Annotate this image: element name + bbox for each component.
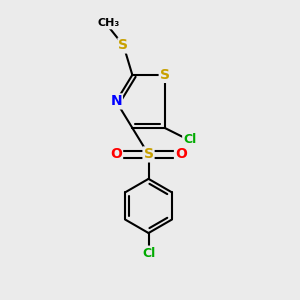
Text: N: N: [110, 94, 122, 108]
Text: Cl: Cl: [142, 247, 155, 260]
Text: O: O: [110, 147, 122, 161]
Text: S: S: [160, 68, 170, 82]
Text: S: S: [118, 38, 128, 52]
Text: O: O: [175, 147, 187, 161]
Text: CH₃: CH₃: [98, 18, 120, 28]
Text: S: S: [143, 147, 154, 161]
Text: Cl: Cl: [183, 133, 196, 146]
